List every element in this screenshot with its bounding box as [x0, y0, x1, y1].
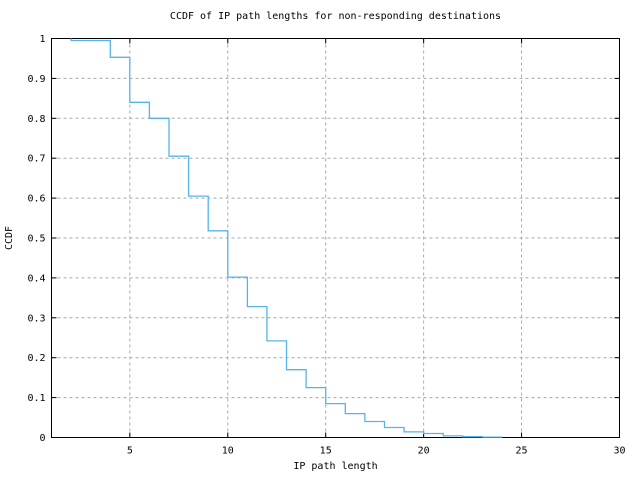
x-tick-label: 5	[127, 446, 133, 457]
y-tick-label: 0.7	[27, 154, 45, 165]
y-tick-label: 0.2	[27, 353, 45, 364]
x-tick-label: 10	[222, 446, 234, 457]
chart-title: CCDF of IP path lengths for non-respondi…	[169, 11, 502, 22]
y-tick-label: 0.3	[27, 313, 45, 324]
y-tick-label: 0.4	[27, 273, 45, 284]
y-axis-label: CCDF	[4, 225, 15, 251]
x-tick-label: 30	[613, 446, 625, 457]
x-tick-label: 15	[320, 446, 332, 457]
y-tick-label: 0.1	[27, 393, 45, 404]
y-tick-label: 0.6	[27, 194, 45, 205]
x-tick-label: 20	[418, 446, 430, 457]
y-tick-label: 0.8	[27, 114, 45, 125]
y-tick-label: 0	[39, 433, 45, 444]
x-tick-label: 25	[516, 446, 528, 457]
y-tick-label: 1	[39, 34, 45, 45]
y-tick-label: 0.9	[27, 74, 45, 85]
ccdf-step-curve	[70, 38, 503, 438]
y-tick-label: 0.5	[27, 234, 45, 245]
x-axis-label: IP path length	[293, 461, 378, 472]
